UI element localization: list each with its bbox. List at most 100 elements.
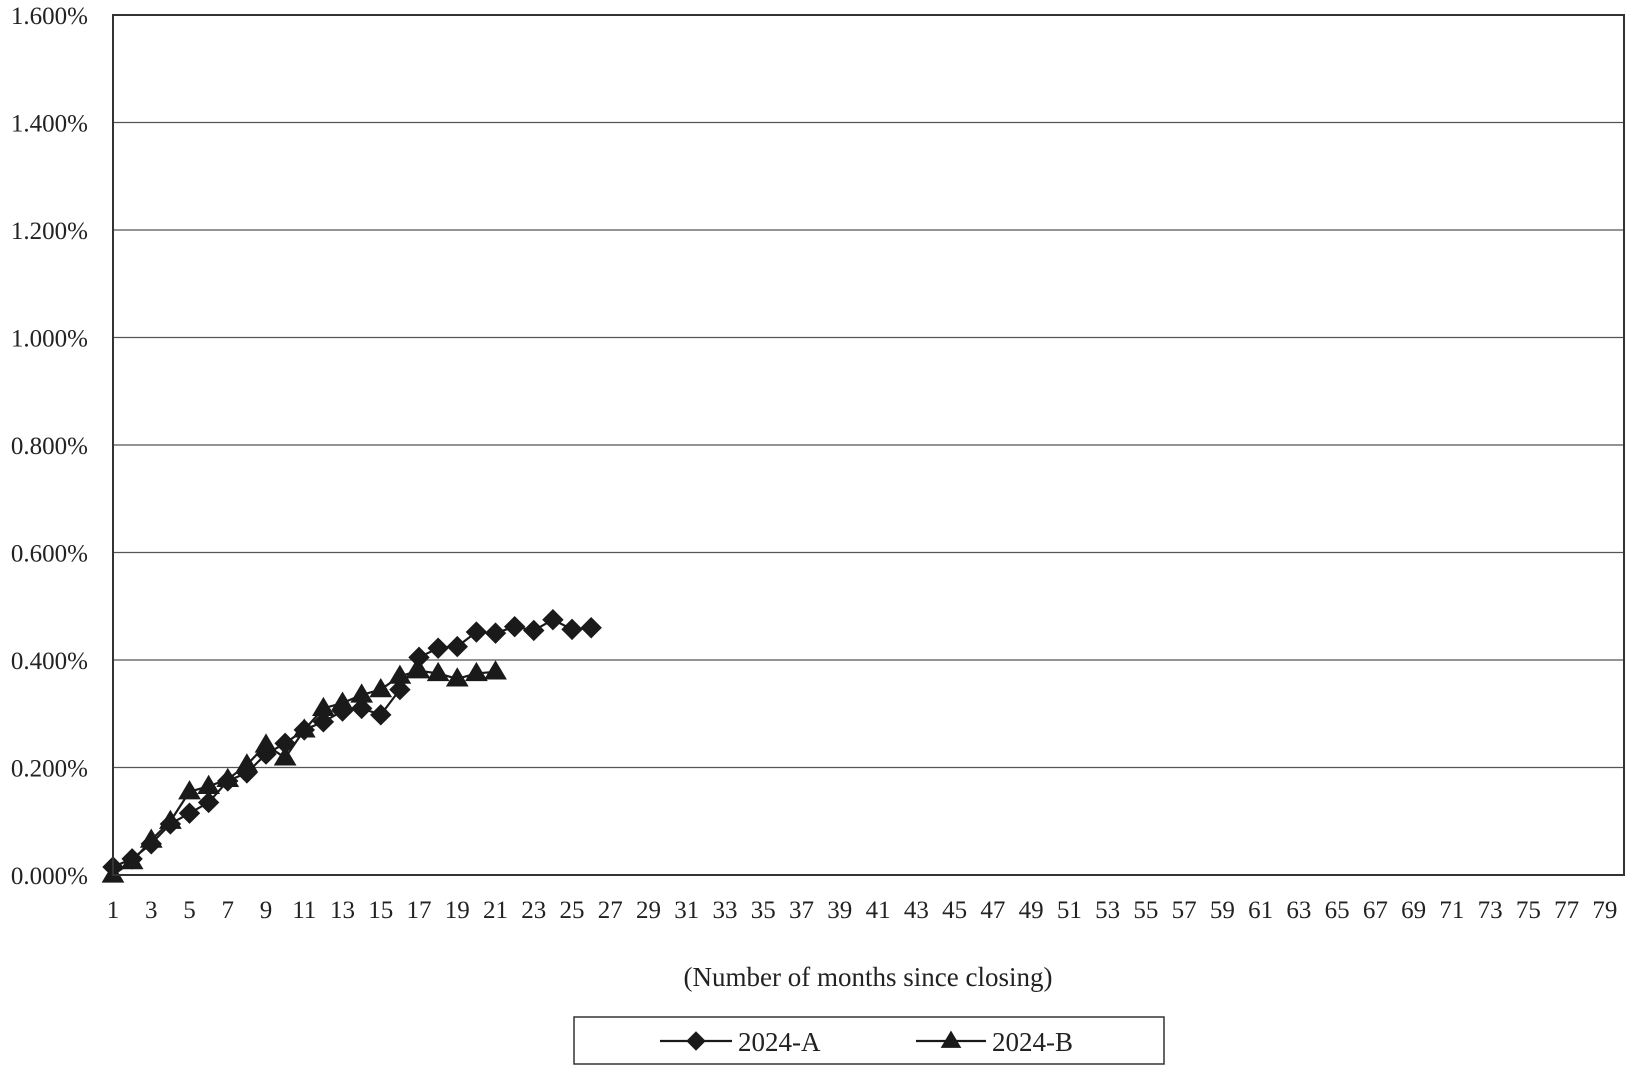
x-tick-label: 11 xyxy=(292,897,316,924)
legend-item-2024-a: 2024-A xyxy=(660,1027,821,1057)
x-tick-label: 15 xyxy=(368,897,393,924)
x-tick-label: 31 xyxy=(674,897,699,924)
x-tick-label: 65 xyxy=(1325,897,1350,924)
y-tick-label: 1.600% xyxy=(11,3,88,30)
legend-marker-triangle xyxy=(940,1030,962,1048)
data-point-triangle xyxy=(407,659,431,679)
legend-item-2024-b: 2024-B xyxy=(916,1027,1073,1057)
x-tick-label: 63 xyxy=(1286,897,1311,924)
data-point-triangle xyxy=(388,664,412,684)
x-tick-label: 51 xyxy=(1057,897,1082,924)
x-tick-label: 17 xyxy=(407,897,432,924)
data-point-triangle xyxy=(139,828,163,848)
data-point-triangle xyxy=(312,696,335,717)
data-point-triangle xyxy=(369,678,393,698)
legend-label: 2024-A xyxy=(738,1027,821,1057)
x-tick-label: 43 xyxy=(904,897,929,924)
plot-area-frame xyxy=(112,14,1625,876)
data-point-triangle xyxy=(350,683,374,703)
data-point-triangle xyxy=(465,661,488,682)
data-point-diamond xyxy=(503,615,526,638)
x-tick-label: 55 xyxy=(1133,897,1158,924)
data-point-triangle xyxy=(273,746,297,766)
x-tick-label: 35 xyxy=(751,897,776,924)
data-point-diamond xyxy=(523,619,545,642)
x-tick-label: 67 xyxy=(1363,897,1388,924)
x-tick-label: 39 xyxy=(827,897,852,924)
legend-marker-diamond xyxy=(686,1031,706,1051)
data-point-diamond xyxy=(312,711,335,733)
y-tick-label: 0.800% xyxy=(11,433,88,460)
data-point-triangle xyxy=(484,660,507,680)
data-point-diamond xyxy=(389,678,411,701)
series-group xyxy=(101,608,602,883)
data-point-diamond xyxy=(370,704,392,726)
x-tick-label: 69 xyxy=(1401,897,1426,924)
data-point-diamond xyxy=(542,608,564,631)
y-tick-label: 0.600% xyxy=(11,541,88,568)
x-tick-label: 59 xyxy=(1210,897,1235,924)
x-tick-label: 47 xyxy=(980,897,1005,924)
x-tick-label: 23 xyxy=(521,897,546,924)
series-2024-b xyxy=(101,659,507,883)
data-point-diamond xyxy=(197,791,220,814)
x-tick-label: 71 xyxy=(1439,897,1464,924)
x-tick-label: 53 xyxy=(1095,897,1120,924)
x-tick-label: 1 xyxy=(107,897,120,924)
legend-label: 2024-B xyxy=(992,1027,1073,1057)
data-point-triangle xyxy=(216,767,240,787)
x-tick-label: 25 xyxy=(560,897,585,924)
x-tick-label: 73 xyxy=(1478,897,1503,924)
data-point-diamond xyxy=(580,617,602,639)
data-point-triangle xyxy=(235,753,259,773)
data-point-diamond xyxy=(484,622,507,644)
x-tick-label: 5 xyxy=(183,897,196,924)
y-tick-label: 0.200% xyxy=(11,756,88,783)
data-point-triangle xyxy=(159,809,182,829)
data-point-triangle xyxy=(331,691,354,711)
data-point-triangle xyxy=(254,733,278,753)
x-tick-label: 77 xyxy=(1554,897,1579,924)
data-point-triangle xyxy=(292,718,316,738)
data-point-triangle xyxy=(197,774,221,794)
data-point-diamond xyxy=(446,635,468,658)
x-tick-label: 21 xyxy=(483,897,508,924)
data-point-diamond xyxy=(350,697,373,720)
x-tick-label: 37 xyxy=(789,897,814,924)
y-tick-label: 1.400% xyxy=(11,111,88,138)
y-tick-label: 0.400% xyxy=(11,648,88,675)
x-tick-label: 3 xyxy=(145,897,158,924)
data-point-triangle xyxy=(178,780,201,800)
x-tick-label: 7 xyxy=(222,897,235,924)
x-tick-label: 19 xyxy=(445,897,470,924)
x-tick-label: 33 xyxy=(713,897,738,924)
x-tick-label: 57 xyxy=(1172,897,1197,924)
y-axis-tick-labels: 0.000% 0.200% 0.400% 0.600% 0.800% 1.000% 1.20… xyxy=(11,3,88,890)
y-tick-label: 1.000% xyxy=(11,326,88,353)
x-tick-label: 75 xyxy=(1516,897,1541,924)
x-tick-label: 9 xyxy=(260,897,273,924)
x-tick-label: 29 xyxy=(636,897,661,924)
data-point-diamond xyxy=(561,618,583,641)
x-tick-label: 61 xyxy=(1248,897,1273,924)
data-point-triangle xyxy=(120,850,144,870)
x-tick-label: 41 xyxy=(866,897,891,924)
data-point-diamond xyxy=(427,637,449,659)
y-tick-label: 1.200% xyxy=(11,218,88,245)
data-point-diamond xyxy=(178,802,201,824)
x-tick-label: 27 xyxy=(598,897,623,924)
x-axis-title: (Number of months since closing) xyxy=(684,962,1053,992)
x-tick-label: 13 xyxy=(330,897,355,924)
legend-items: 2024-A 2024-B xyxy=(660,1027,1073,1057)
data-point-diamond xyxy=(465,621,488,643)
x-tick-label: 49 xyxy=(1019,897,1044,924)
x-tick-label: 79 xyxy=(1592,897,1617,924)
x-tick-label: 45 xyxy=(942,897,967,924)
data-point-triangle xyxy=(445,667,469,687)
legend: 2024-A 2024-B xyxy=(573,1016,1165,1065)
y-tick-label: 0.000% xyxy=(11,863,88,890)
data-point-triangle xyxy=(426,661,450,682)
